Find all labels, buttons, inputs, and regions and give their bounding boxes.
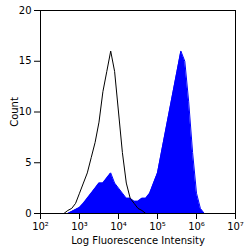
svg-text:10: 10 xyxy=(19,106,32,117)
svg-text:15: 15 xyxy=(19,55,32,66)
svg-text:20: 20 xyxy=(19,5,32,16)
svg-text:10⁴: 10⁴ xyxy=(110,221,127,232)
svg-text:Log Fluorescence Intensity: Log Fluorescence Intensity xyxy=(71,235,205,246)
svg-text:10⁶: 10⁶ xyxy=(188,221,205,232)
svg-text:10⁷: 10⁷ xyxy=(227,221,244,232)
svg-text:10²: 10² xyxy=(32,221,49,232)
svg-text:10⁵: 10⁵ xyxy=(149,221,166,232)
svg-text:0: 0 xyxy=(25,208,31,219)
svg-text:10³: 10³ xyxy=(71,221,88,232)
svg-text:Count: Count xyxy=(9,97,20,127)
svg-text:5: 5 xyxy=(25,157,31,168)
